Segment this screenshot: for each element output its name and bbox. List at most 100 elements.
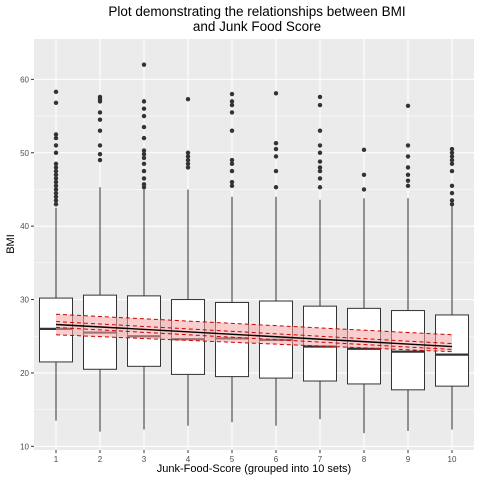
outlier-point — [317, 176, 323, 181]
outlier-point — [273, 168, 279, 174]
inner-lower-dash — [55, 326, 453, 350]
outlier-point — [317, 102, 323, 108]
y-tick-label: 20 — [20, 369, 29, 378]
outlier-point — [317, 143, 323, 148]
chart-title-line-2: and Junk Food Score — [193, 19, 321, 34]
outlier-point — [361, 147, 367, 153]
x-tick-label: 7 — [318, 455, 323, 464]
outlier-point — [141, 168, 147, 174]
outlier-point — [53, 176, 59, 181]
outlier-point — [141, 113, 147, 119]
regression-overlay — [55, 313, 453, 353]
x-tick-label: 6 — [274, 455, 279, 464]
regression-line — [55, 323, 453, 348]
outlier-point — [185, 161, 191, 166]
outlier-point — [97, 152, 103, 157]
outlier-point — [141, 182, 147, 187]
y-tick-label: 50 — [20, 149, 29, 158]
outlier-point — [449, 150, 455, 155]
x-tick-label: 5 — [230, 455, 235, 464]
outlier-point — [141, 176, 147, 181]
outlier-point — [141, 155, 147, 161]
outlier-point — [141, 152, 147, 157]
outlier-point — [185, 154, 191, 159]
outlier-point — [141, 106, 147, 111]
outlier-point — [405, 165, 411, 170]
outlier-point — [53, 143, 59, 148]
outlier-point — [97, 110, 103, 115]
outlier-point — [53, 150, 59, 155]
outlier-point — [53, 194, 59, 199]
outlier-point — [449, 154, 455, 159]
outlier-point — [449, 198, 455, 203]
y-tick-label: 30 — [20, 296, 29, 305]
outlier-point — [405, 103, 411, 108]
outlier-point — [273, 154, 279, 159]
outlier-point — [53, 179, 59, 185]
outlier-point — [449, 157, 455, 163]
outlier-point — [53, 198, 59, 203]
x-tick-label: 10 — [448, 455, 457, 464]
outlier-point — [141, 124, 147, 130]
x-tick-label: 9 — [406, 455, 411, 464]
outlier-point — [317, 165, 323, 170]
outer-upper-dash — [55, 313, 453, 336]
outlier-point — [317, 150, 323, 155]
outlier-point — [229, 183, 235, 188]
y-axis: 10 20 30 40 50 60 — [20, 75, 34, 451]
outlier-point — [53, 183, 59, 188]
outlier-point — [317, 94, 323, 100]
x-axis: 1 2 3 4 5 6 7 8 9 10 — [54, 450, 457, 464]
outlier-point — [449, 168, 455, 174]
y-tick-label: 60 — [20, 75, 29, 84]
outlier-point — [449, 190, 455, 196]
outlier-point — [53, 100, 59, 106]
outlier-point — [361, 187, 367, 192]
x-tick-label: 1 — [54, 455, 59, 464]
outlier-point — [229, 157, 235, 163]
outlier-point — [185, 165, 191, 170]
outlier-point — [405, 178, 411, 183]
x-tick-label: 4 — [186, 455, 191, 464]
y-axis-title: BMI — [5, 234, 17, 254]
outlier-point — [53, 135, 59, 141]
x-axis-title: Junk-Food-Score (grouped into 10 sets) — [157, 463, 351, 475]
outlier-point — [273, 146, 279, 152]
x-tick-label: 8 — [362, 455, 367, 464]
outlier-point — [449, 183, 455, 188]
y-tick-label: 10 — [20, 442, 29, 451]
outlier-point — [229, 128, 235, 133]
x-tick-label: 2 — [98, 455, 103, 464]
outlier-point — [53, 190, 59, 196]
outlier-point — [273, 91, 279, 96]
outlier-point — [141, 148, 147, 153]
outlier-point — [53, 89, 59, 95]
outlier-point — [141, 99, 147, 104]
outlier-point — [97, 117, 103, 122]
outlier-point — [229, 161, 235, 166]
outlier-point — [97, 94, 103, 100]
outlier-point — [141, 161, 147, 166]
outlier-point — [97, 157, 103, 163]
outlier-point — [229, 179, 235, 185]
outlier-point — [273, 141, 279, 146]
outlier-point — [273, 185, 279, 190]
outlier-point — [317, 185, 323, 190]
inner-upper-dash — [55, 321, 453, 345]
outlier-point — [53, 165, 59, 170]
chart-title-line-1: Plot demonstrating the relationships bet… — [108, 4, 405, 19]
outlier-point — [449, 201, 455, 207]
outlier-point — [185, 157, 191, 163]
outlier-point — [53, 172, 59, 177]
y-tick-label: 40 — [20, 222, 29, 231]
outlier-point — [405, 143, 411, 148]
outlier-point — [317, 128, 323, 133]
outer-lower-dash — [55, 334, 453, 353]
outlier-point — [229, 168, 235, 174]
outlier-point — [97, 143, 103, 148]
outlier-point — [141, 62, 147, 67]
outlier-point — [449, 146, 455, 152]
outlier-point — [317, 159, 323, 164]
outlier-point — [361, 172, 367, 177]
